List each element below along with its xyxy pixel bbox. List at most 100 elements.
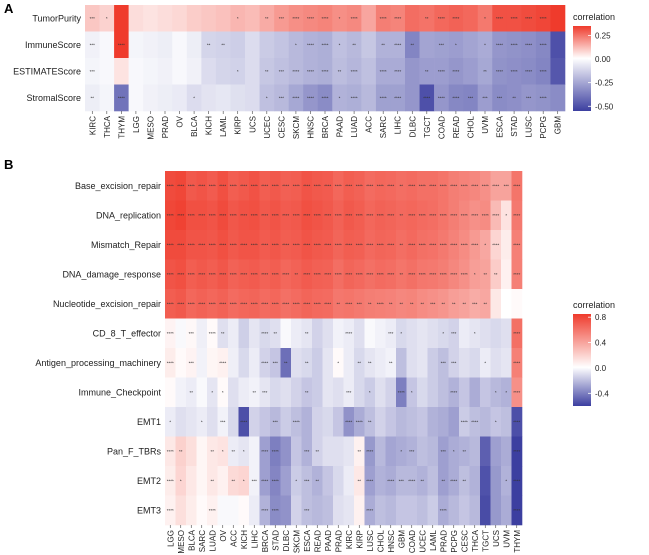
heatmap-cell <box>157 84 173 112</box>
heatmap-cell <box>312 171 323 201</box>
significance-mark: *** <box>90 42 96 47</box>
column-label: LIHC <box>394 116 403 134</box>
heatmap-cell <box>317 58 333 85</box>
heatmap-cell <box>438 200 449 231</box>
heatmap-cell <box>501 466 512 496</box>
significance-mark: **** <box>167 449 174 454</box>
heatmap-cell <box>217 318 229 349</box>
heatmap-cell <box>438 466 449 496</box>
heatmap-cell <box>238 259 250 290</box>
column-label: READ <box>452 116 461 138</box>
heatmap-cell <box>238 200 250 231</box>
heatmap-cell <box>417 259 428 290</box>
heatmap-cell <box>249 377 260 408</box>
significance-mark: **** <box>272 449 279 454</box>
heatmap-cell <box>280 407 292 437</box>
heatmap-cell <box>228 495 239 526</box>
heatmap-cell <box>511 377 523 408</box>
significance-mark: ** <box>483 301 487 306</box>
heatmap-cell <box>521 31 537 59</box>
heatmap-cell <box>291 200 302 231</box>
heatmap-cell <box>230 5 246 32</box>
significance-mark: **** <box>513 242 520 247</box>
heatmap-cell <box>259 377 271 408</box>
significance-mark: **** <box>366 478 373 483</box>
heatmap-cell <box>343 377 355 408</box>
heatmap-cell <box>419 84 435 112</box>
heatmap-cell <box>417 318 428 349</box>
significance-mark: *** <box>388 331 394 336</box>
column-label: KIRC <box>88 116 97 135</box>
heatmap-cell <box>259 289 271 319</box>
heatmap-cell <box>157 31 173 59</box>
heatmap-cell <box>469 377 481 408</box>
heatmap-cell <box>361 58 377 85</box>
heatmap-cell <box>406 407 418 437</box>
heatmap-cell <box>343 436 355 467</box>
heatmap-cell <box>448 200 460 231</box>
significance-mark: **** <box>366 508 373 513</box>
heatmap-cell <box>165 171 176 201</box>
heatmap-cell <box>196 318 208 349</box>
heatmap-cell <box>207 348 218 378</box>
significance-mark: **** <box>408 242 415 247</box>
heatmap-cell <box>448 259 460 290</box>
column-label: CHOL <box>376 529 385 552</box>
significance-mark: * <box>484 360 486 365</box>
significance-mark: * <box>474 331 476 336</box>
significance-mark: * <box>243 478 245 483</box>
significance-mark: **** <box>440 213 447 218</box>
significance-mark: **** <box>438 69 445 74</box>
heatmap-cell <box>175 200 187 231</box>
heatmap-cell <box>196 230 208 260</box>
heatmap-cell <box>165 200 176 231</box>
significance-mark: *** <box>451 360 457 365</box>
heatmap-cell <box>274 31 289 59</box>
heatmap-cell <box>175 407 187 437</box>
heatmap-cell <box>438 377 449 408</box>
heatmap-cell <box>333 200 344 231</box>
heatmap-cell <box>228 200 239 231</box>
heatmap-cell <box>270 230 281 260</box>
significance-mark: **** <box>324 242 331 247</box>
significance-mark: **** <box>118 95 125 100</box>
heatmap-cell <box>506 84 522 112</box>
significance-mark: * <box>180 478 182 483</box>
significance-mark: **** <box>394 16 401 21</box>
heatmap-cell <box>501 348 512 378</box>
heatmap-cell <box>217 171 229 201</box>
column-label: STAD <box>510 116 519 137</box>
heatmap-cell <box>343 171 355 201</box>
heatmap-cell <box>354 495 365 526</box>
heatmap-cell <box>354 466 365 496</box>
heatmap-cell <box>406 171 418 201</box>
heatmap-cell <box>385 495 397 526</box>
heatmap-cell <box>427 171 439 201</box>
heatmap-cell <box>375 259 386 290</box>
significance-mark: *** <box>441 360 447 365</box>
heatmap-cell <box>175 230 187 260</box>
heatmap-cell <box>280 348 292 378</box>
heatmap-cell <box>157 5 173 32</box>
column-label: KIRP <box>234 116 243 135</box>
column-label: BRCA <box>261 529 270 552</box>
heatmap-cell <box>175 318 187 349</box>
heatmap-cell <box>501 171 512 201</box>
significance-mark: **** <box>188 272 195 277</box>
heatmap-cell <box>114 84 129 112</box>
heatmap-cell <box>501 289 512 319</box>
heatmap-cell <box>312 495 323 526</box>
heatmap-cell <box>492 5 508 32</box>
heatmap-cell <box>438 348 449 378</box>
panel-a-heatmap: TumorPurity *** * * ** *** **** **** **** * **** **… <box>13 5 566 140</box>
column-label: BLCA <box>190 115 199 137</box>
heatmap-cell <box>375 348 386 378</box>
column-label: PRAD <box>161 116 170 138</box>
heatmap-cell <box>238 230 250 260</box>
significance-mark: ** <box>352 42 356 47</box>
heatmap-cell <box>511 171 523 201</box>
heatmap-cell <box>434 5 449 32</box>
heatmap-cell <box>427 289 439 319</box>
significance-mark: **** <box>377 242 384 247</box>
column-label: HNSC <box>387 530 396 553</box>
